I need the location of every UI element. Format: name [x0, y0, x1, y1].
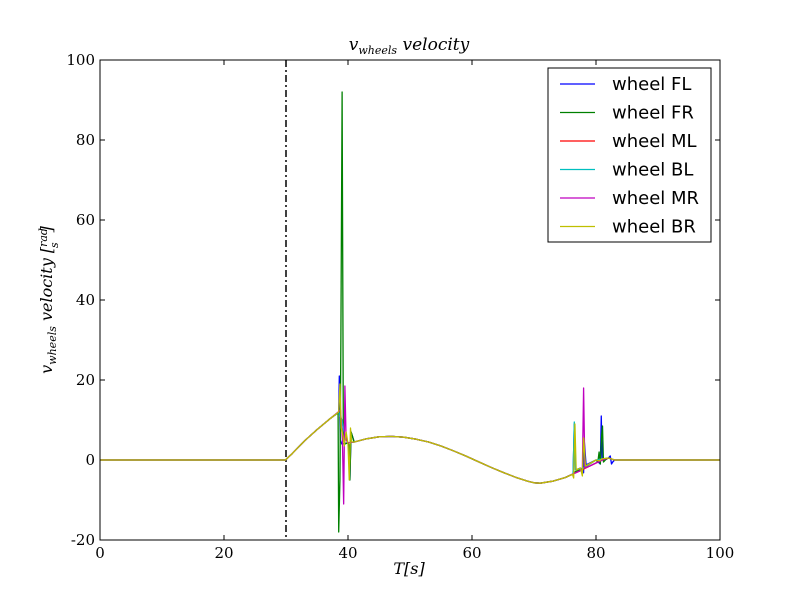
legend-label-wheel-mr: wheel MR — [612, 188, 699, 209]
y-tick-label: 80 — [76, 131, 95, 149]
series-line-wheel-bl — [100, 411, 720, 484]
plot-frame — [99, 59, 721, 541]
legend-box — [547, 67, 712, 243]
legend-label-wheel-bl: wheel BL — [612, 160, 693, 181]
x-tick-label: 20 — [214, 544, 233, 562]
x-tick-label: 100 — [706, 544, 735, 562]
legend-label-wheel-fr: wheel FR — [612, 103, 694, 124]
y-tick-label: 60 — [76, 211, 95, 229]
series-line-wheel-fl — [100, 375, 720, 484]
y-tick-label: 0 — [85, 451, 95, 469]
legend-label-wheel-br: wheel BR — [612, 217, 696, 238]
series-line-wheel-br — [100, 383, 720, 484]
x-tick-label: 40 — [338, 544, 357, 562]
series-line-wheel-mr — [100, 385, 720, 505]
chart-title: vwheels velocity — [349, 35, 470, 57]
y-axis-title: vwheels velocity [rads] — [37, 225, 61, 373]
x-tick-label: 0 — [95, 544, 105, 562]
x-axis-title: T[s] — [393, 559, 425, 578]
x-tick-label: 80 — [586, 544, 605, 562]
legend-label-wheel-fl: wheel FL — [612, 74, 691, 95]
legend: wheel FL wheel FR wheel ML wheel BL wheel MR… — [547, 67, 712, 243]
series-line-wheel-ml — [100, 411, 720, 484]
y-tick-label: -20 — [71, 531, 95, 549]
series-layer — [100, 91, 720, 533]
svg-text:vwheels velocity [rads]: vwheels velocity [rads] — [37, 225, 61, 373]
y-tick-label: 20 — [76, 371, 95, 389]
x-tick-label: 60 — [462, 544, 481, 562]
y-tick-label: 100 — [66, 51, 95, 69]
y-tick-label: 40 — [76, 291, 95, 309]
legend-label-wheel-ml: wheel ML — [612, 131, 697, 152]
